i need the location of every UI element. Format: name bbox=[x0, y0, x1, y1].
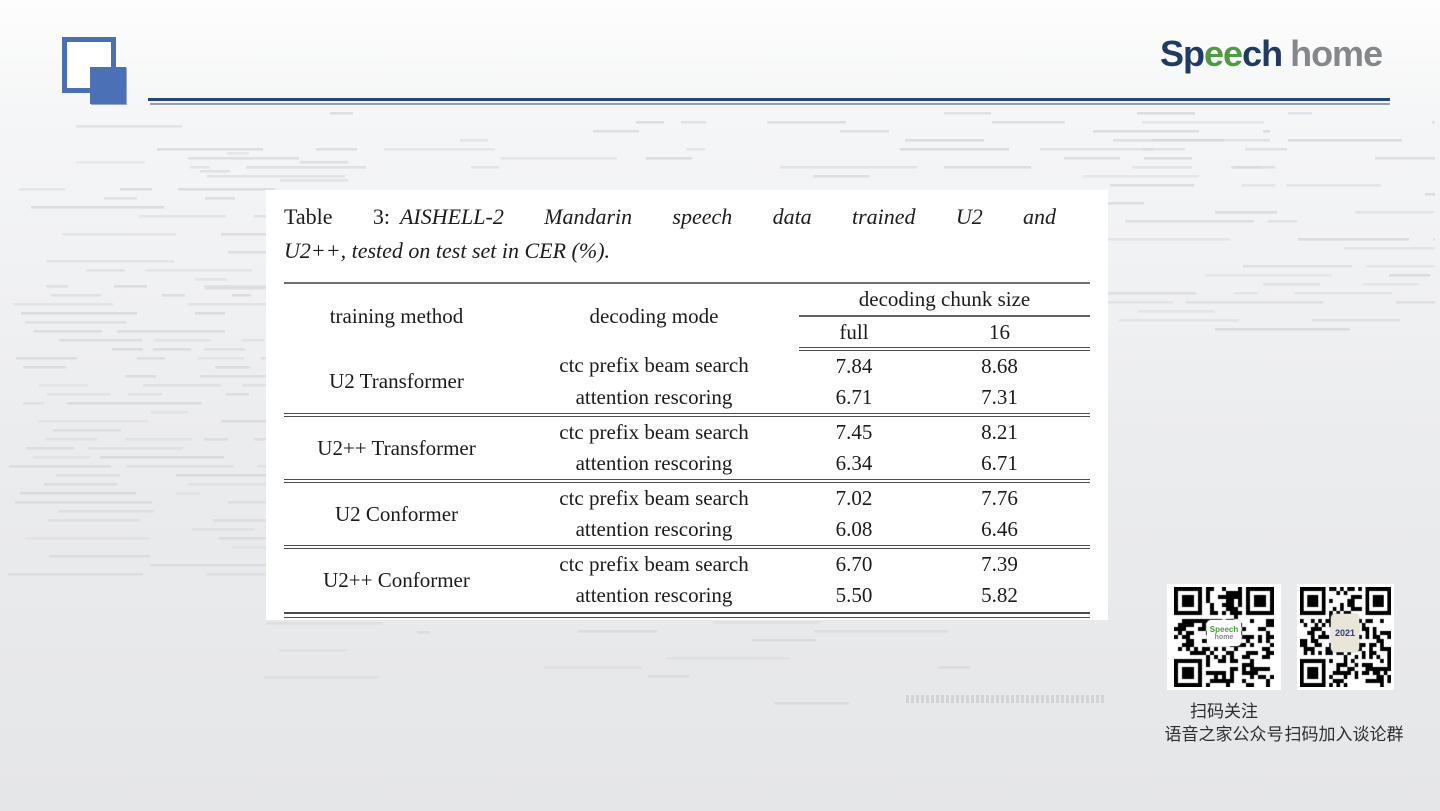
logo-text-sp: Sp bbox=[1160, 33, 1205, 74]
header-full: full bbox=[799, 316, 909, 351]
table-row: U2++ Conformer ctc prefix beam search 6.70… bbox=[284, 545, 1091, 611]
caption-text-1: AISHELL-2 Mandarin speech data trained U… bbox=[399, 204, 1057, 229]
faint-watermark bbox=[906, 695, 1106, 703]
full-cell: 6.08 bbox=[835, 517, 873, 541]
method-cell: U2++ Conformer bbox=[284, 545, 509, 611]
full-cell: 6.34 bbox=[835, 451, 873, 475]
header-16: 16 bbox=[909, 316, 1091, 351]
chunk16-cell: 6.46 bbox=[981, 517, 1018, 541]
mode-cell: attention rescoring bbox=[575, 385, 733, 409]
table-row: U2 Conformer ctc prefix beam search 7.02 7.… bbox=[284, 479, 1091, 547]
table-caption: Table 3: AISHELL-2 Mandarin speech data t… bbox=[284, 200, 1056, 268]
header-training-method: training method bbox=[329, 304, 464, 328]
caption-text-2: U2++, tested on test set in CER (%). bbox=[284, 238, 611, 263]
qr-left-logo-text-bottom: home bbox=[1214, 633, 1234, 641]
mode-cell: attention rescoring bbox=[575, 451, 733, 475]
table-row: attention rescoring 5.50 5.82 bbox=[284, 580, 1090, 611]
chunk16-cell: 8.21 bbox=[909, 413, 1091, 448]
mode-cell: attention rescoring bbox=[575, 517, 733, 541]
chunk16-cell: 5.82 bbox=[981, 583, 1018, 607]
mode-cell: ctc prefix beam search bbox=[509, 545, 799, 580]
mode-cell: attention rescoring bbox=[575, 583, 733, 607]
caption-line-1: Table 3: AISHELL-2 Mandarin speech data t… bbox=[284, 200, 1056, 234]
results-table-wrap: training method decoding mode decoding c… bbox=[284, 282, 1091, 618]
method-cell: U2++ Transformer bbox=[284, 413, 509, 481]
table-bottom-rule bbox=[284, 612, 1090, 618]
header-decoding-mode: decoding mode bbox=[589, 304, 719, 328]
header-rule-navy bbox=[148, 98, 1390, 101]
logo-text-ee: ee bbox=[1204, 33, 1243, 74]
header-chunk-size: decoding chunk size bbox=[799, 283, 1091, 317]
qr-caption-scan-follow: 扫码关注 bbox=[1190, 702, 1258, 721]
logo-filled-square bbox=[90, 67, 126, 104]
full-cell: 5.50 bbox=[835, 583, 873, 607]
speech-home-logo: Speech home bbox=[1160, 33, 1383, 75]
table-row: attention rescoring 6.34 6.71 bbox=[284, 448, 1090, 481]
qr-right-logo-text: 2021 bbox=[1334, 628, 1356, 638]
chunk16-cell: 6.71 bbox=[981, 451, 1018, 475]
full-cell: 7.84 bbox=[835, 354, 873, 378]
qr-caption-join-group: 扫码加入谈论群 bbox=[1284, 725, 1404, 744]
paper-table-panel: Table 3: AISHELL-2 Mandarin speech data t… bbox=[266, 190, 1108, 703]
qr-code-official-account: Speech home bbox=[1167, 584, 1281, 690]
method-cell: U2 Transformer bbox=[329, 368, 464, 393]
qr-code-discussion-group: 2021 bbox=[1297, 584, 1394, 690]
chunk16-cell: 7.39 bbox=[909, 545, 1091, 580]
mode-cell: ctc prefix beam search bbox=[559, 353, 749, 377]
caption-label: Table 3: bbox=[284, 204, 390, 229]
table-row: attention rescoring 6.71 7.31 bbox=[284, 382, 1090, 415]
slide-logo-mark bbox=[62, 37, 126, 104]
full-cell: 6.71 bbox=[835, 385, 873, 409]
mode-cell: ctc prefix beam search bbox=[509, 479, 799, 514]
logo-text-home: home bbox=[1290, 33, 1383, 74]
qr-caption-left: 扫码关注 语音之家公众号 bbox=[1146, 700, 1302, 746]
qr-left-logo-text-top: Speech bbox=[1209, 624, 1239, 634]
results-table: training method decoding mode decoding c… bbox=[284, 282, 1091, 611]
full-cell: 7.45 bbox=[799, 413, 909, 448]
chunk16-cell: 7.31 bbox=[981, 385, 1018, 409]
chunk16-cell: 8.68 bbox=[981, 354, 1018, 378]
chunk16-cell: 7.76 bbox=[909, 479, 1091, 514]
qr-right-center-logo: 2021 bbox=[1331, 614, 1359, 652]
full-cell: 7.02 bbox=[799, 479, 909, 514]
table-row: U2 Transformer ctc prefix beam search 7.84… bbox=[284, 349, 1090, 393]
table-row: U2++ Transformer ctc prefix beam search 7.… bbox=[284, 413, 1091, 481]
qr-left-center-logo: Speech home bbox=[1207, 620, 1241, 646]
method-cell: U2 Conformer bbox=[284, 479, 509, 547]
table-row: attention rescoring 6.08 6.46 bbox=[284, 514, 1090, 547]
qr-caption-account-name: 语音之家公众号 bbox=[1164, 725, 1284, 744]
header-rule-gray bbox=[150, 103, 1390, 105]
full-cell: 6.70 bbox=[799, 545, 909, 580]
mode-cell: ctc prefix beam search bbox=[509, 413, 799, 448]
logo-text-ch: ch bbox=[1242, 33, 1283, 74]
